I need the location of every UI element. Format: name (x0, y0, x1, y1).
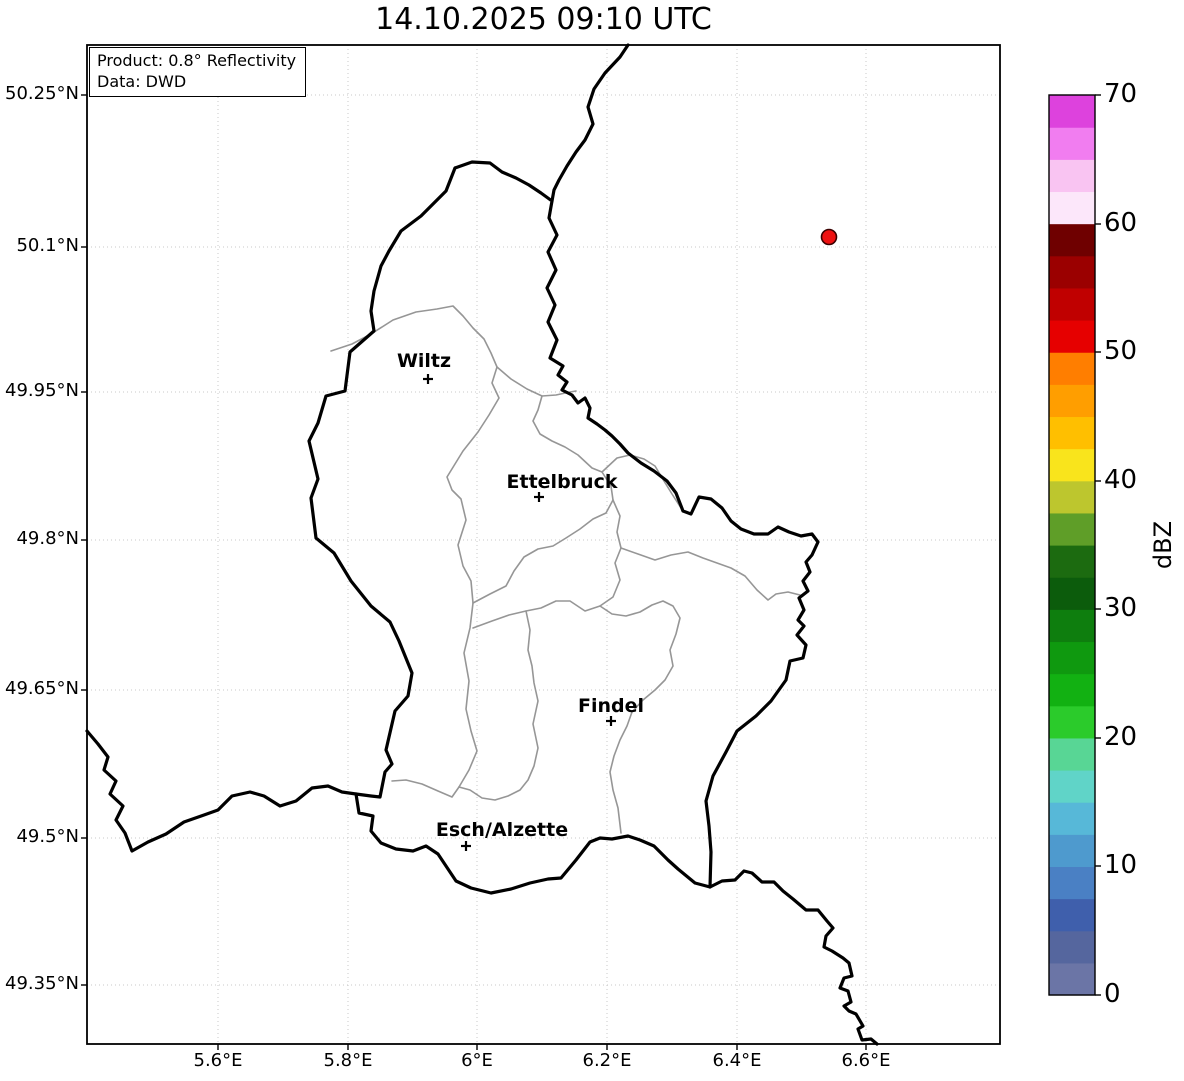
city-marker (461, 841, 471, 851)
country-border-luxembourg (307, 160, 820, 895)
city-label-wiltz: Wiltz (396, 350, 452, 372)
colorbar-segment (1049, 802, 1095, 835)
city-marker (534, 492, 544, 502)
district-border (472, 499, 622, 629)
colorbar-segment (1049, 705, 1095, 739)
x-tick-label: 6.6°E (841, 1050, 891, 1071)
x-tick-label: 6.2°E (582, 1050, 632, 1071)
x-tick-label: 5.6°E (193, 1050, 243, 1071)
y-tick-label: 49.5°N (16, 826, 79, 847)
colorbar-segment (1049, 898, 1095, 932)
colorbar-segment (1049, 962, 1095, 996)
national-border (550, 43, 630, 203)
colorbar-segment (1049, 834, 1095, 868)
colorbar-tick-label: 10 (1104, 850, 1138, 880)
colorbar-segment (1049, 320, 1095, 353)
colorbar-segment (1049, 223, 1095, 257)
city-label-esch-alzette: Esch/Alzette (435, 819, 569, 841)
district-border (599, 600, 681, 834)
product-info-line: Product: 0.8° Reflectivity (97, 51, 297, 70)
colorbar-segment (1049, 95, 1095, 128)
colorbar-tick-label: 40 (1104, 465, 1138, 495)
colorbar-segment (1049, 673, 1095, 707)
district-border (330, 305, 577, 397)
colorbar-segment (1049, 545, 1095, 578)
product-info-box: Product: 0.8° Reflectivity Data: DWD (89, 47, 307, 98)
national-border (708, 869, 879, 1046)
colorbar-segment (1049, 448, 1095, 482)
colorbar-tick-label: 70 (1104, 79, 1138, 109)
colorbar-segment (1049, 127, 1095, 160)
colorbar-segment (1049, 770, 1095, 803)
reflectivity-echo-dot (820, 228, 838, 246)
colorbar-tick-label: 50 (1104, 336, 1138, 366)
colorbar-segment (1049, 577, 1095, 610)
colorbar-segment (1049, 191, 1095, 225)
colorbar-segment (1049, 159, 1095, 193)
y-tick-label: 49.95°N (5, 380, 79, 401)
colorbar-segment (1049, 480, 1095, 514)
x-tick-label: 5.8°E (323, 1050, 373, 1071)
colorbar-segment (1049, 512, 1095, 546)
colorbar-segment (1049, 866, 1095, 900)
colorbar-segment (1049, 352, 1095, 385)
colorbar-segment (1049, 384, 1095, 418)
national-border (85, 729, 358, 853)
colorbar-tick-label: 30 (1104, 593, 1138, 623)
district-border (391, 366, 500, 798)
district-border (458, 610, 539, 801)
data-source-line: Data: DWD (97, 72, 187, 92)
colorbar-tick-label: 0 (1104, 979, 1121, 1009)
x-tick-label: 6°E (461, 1050, 493, 1071)
plot-frame (86, 44, 1001, 1045)
district-border (620, 547, 801, 601)
page-title: 14.10.2025 09:10 UTC (375, 2, 712, 37)
colorbar-segment (1049, 737, 1095, 771)
district-border (472, 471, 614, 604)
colorbar-tick-label: 60 (1104, 208, 1138, 238)
y-tick-label: 49.65°N (5, 678, 79, 699)
y-tick-label: 50.1°N (16, 235, 79, 256)
colorbar-tick-label: 20 (1104, 722, 1138, 752)
colorbar-segment (1049, 416, 1095, 450)
colorbar-segment (1049, 930, 1095, 964)
city-marker (423, 374, 433, 384)
colorbar-segment (1049, 287, 1095, 321)
y-tick-label: 50.25°N (5, 83, 79, 104)
y-tick-label: 49.8°N (16, 528, 79, 549)
colorbar-segment (1049, 609, 1095, 643)
colorbar-segment (1049, 641, 1095, 675)
city-marker (606, 716, 616, 726)
city-label-ettelbruck: Ettelbruck (506, 471, 618, 493)
colorbar-outline (1048, 94, 1096, 996)
y-tick-label: 49.35°N (5, 973, 79, 994)
colorbar-unit-label: dBZ (1149, 520, 1177, 570)
colorbar-segment (1049, 255, 1095, 289)
x-tick-label: 6.4°E (712, 1050, 762, 1071)
city-label-findel: Findel (577, 695, 645, 717)
